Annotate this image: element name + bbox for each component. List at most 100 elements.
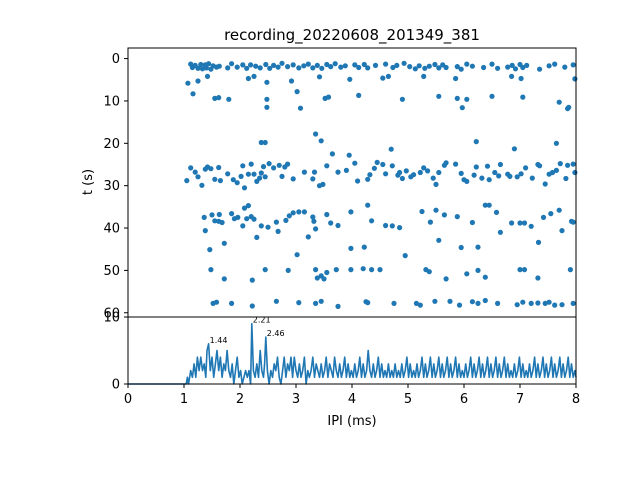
raster-point <box>216 95 222 101</box>
raster-point <box>251 171 257 177</box>
raster-point <box>245 171 251 177</box>
raster-point <box>567 267 574 273</box>
raster-point <box>570 219 576 225</box>
raster-point <box>296 65 302 71</box>
ipi-peak-label: 1.44 <box>210 336 228 345</box>
raster-point <box>226 96 232 102</box>
raster-point <box>248 161 254 167</box>
raster-point <box>288 78 295 84</box>
raster-point <box>497 161 503 168</box>
ipi-x-tick-label: 4 <box>348 392 356 407</box>
raster-point <box>509 220 515 226</box>
raster-point <box>240 163 246 169</box>
raster-point <box>208 166 214 172</box>
raster-point <box>542 181 548 187</box>
raster-point <box>426 269 432 275</box>
raster-point <box>195 78 201 84</box>
raster-point <box>514 302 520 308</box>
raster-point <box>492 169 498 176</box>
raster-point <box>314 275 320 281</box>
raster-point <box>342 63 348 69</box>
raster-point <box>365 202 371 208</box>
raster-point <box>367 172 373 178</box>
raster-point <box>296 300 302 306</box>
raster-point <box>520 64 526 71</box>
raster-point <box>188 165 194 171</box>
ipi-peak-label: 2.46 <box>267 329 285 338</box>
raster-point <box>192 169 198 175</box>
raster-point <box>549 169 556 176</box>
raster-point <box>397 169 403 176</box>
raster-point <box>520 299 526 305</box>
raster-point <box>390 64 396 71</box>
raster-point <box>212 176 218 182</box>
raster-point <box>283 217 289 223</box>
raster-point <box>203 65 209 71</box>
raster-point <box>297 105 304 111</box>
raster-point <box>251 73 257 79</box>
raster-point <box>389 223 395 229</box>
raster-point <box>212 95 218 101</box>
raster-panel: 0 10 20 30 40 50 60 t (s) <box>81 47 578 321</box>
raster-point <box>552 61 558 67</box>
raster-point <box>458 244 464 251</box>
raster-point <box>509 73 515 79</box>
raster-point <box>216 164 222 171</box>
raster-point <box>556 207 562 213</box>
raster-point <box>294 89 300 95</box>
raster-point <box>486 202 492 208</box>
raster-point <box>421 165 427 171</box>
raster-point <box>464 178 470 184</box>
raster-point <box>369 218 375 224</box>
raster-point <box>290 62 296 68</box>
raster-point <box>407 64 413 70</box>
raster-point <box>553 167 560 173</box>
raster-point <box>273 298 279 304</box>
raster-point <box>432 61 438 68</box>
ipi-x-tick-label: 7 <box>516 392 524 407</box>
raster-point <box>249 303 255 309</box>
raster-point <box>240 223 246 229</box>
raster-point <box>245 203 251 209</box>
raster-point <box>324 163 330 169</box>
raster-point <box>562 64 568 70</box>
raster-point <box>348 267 354 273</box>
raster-point <box>348 209 354 215</box>
ipi-y-ticks: 0 10 <box>103 311 128 393</box>
raster-point <box>572 76 578 82</box>
raster-point <box>276 162 282 168</box>
raster-point <box>385 73 391 79</box>
raster-point <box>209 212 215 218</box>
raster-point <box>518 75 524 82</box>
raster-point <box>529 175 535 181</box>
raster-point <box>401 60 407 66</box>
raster-point <box>240 62 246 68</box>
raster-point <box>402 253 408 259</box>
raster-point <box>313 226 319 232</box>
ipi-panel: 1.44 2.21 2.46 0 10 0 1 2 3 4 5 6 7 8 IPI (ms) <box>103 311 580 430</box>
raster-point <box>427 219 433 225</box>
raster-point <box>244 65 250 71</box>
raster-y-tick-label: 60 <box>103 306 120 321</box>
raster-point <box>310 65 316 71</box>
raster-point <box>264 104 270 110</box>
raster-point <box>305 61 311 67</box>
raster-point <box>263 61 269 68</box>
raster-point <box>383 171 389 177</box>
raster-point <box>572 169 578 176</box>
ipi-x-tick-label: 0 <box>124 392 132 407</box>
raster-y-ticks: 0 10 20 30 40 50 60 <box>103 52 128 321</box>
raster-point <box>484 163 491 169</box>
raster-point <box>453 161 459 167</box>
raster-point <box>301 209 307 215</box>
raster-point <box>391 300 397 306</box>
raster-y-tick-label: 10 <box>103 94 120 109</box>
raster-point <box>332 61 338 67</box>
raster-point <box>238 173 244 179</box>
raster-point <box>343 167 349 173</box>
raster-point <box>365 176 371 182</box>
raster-point <box>290 210 296 216</box>
raster-point <box>417 302 423 308</box>
